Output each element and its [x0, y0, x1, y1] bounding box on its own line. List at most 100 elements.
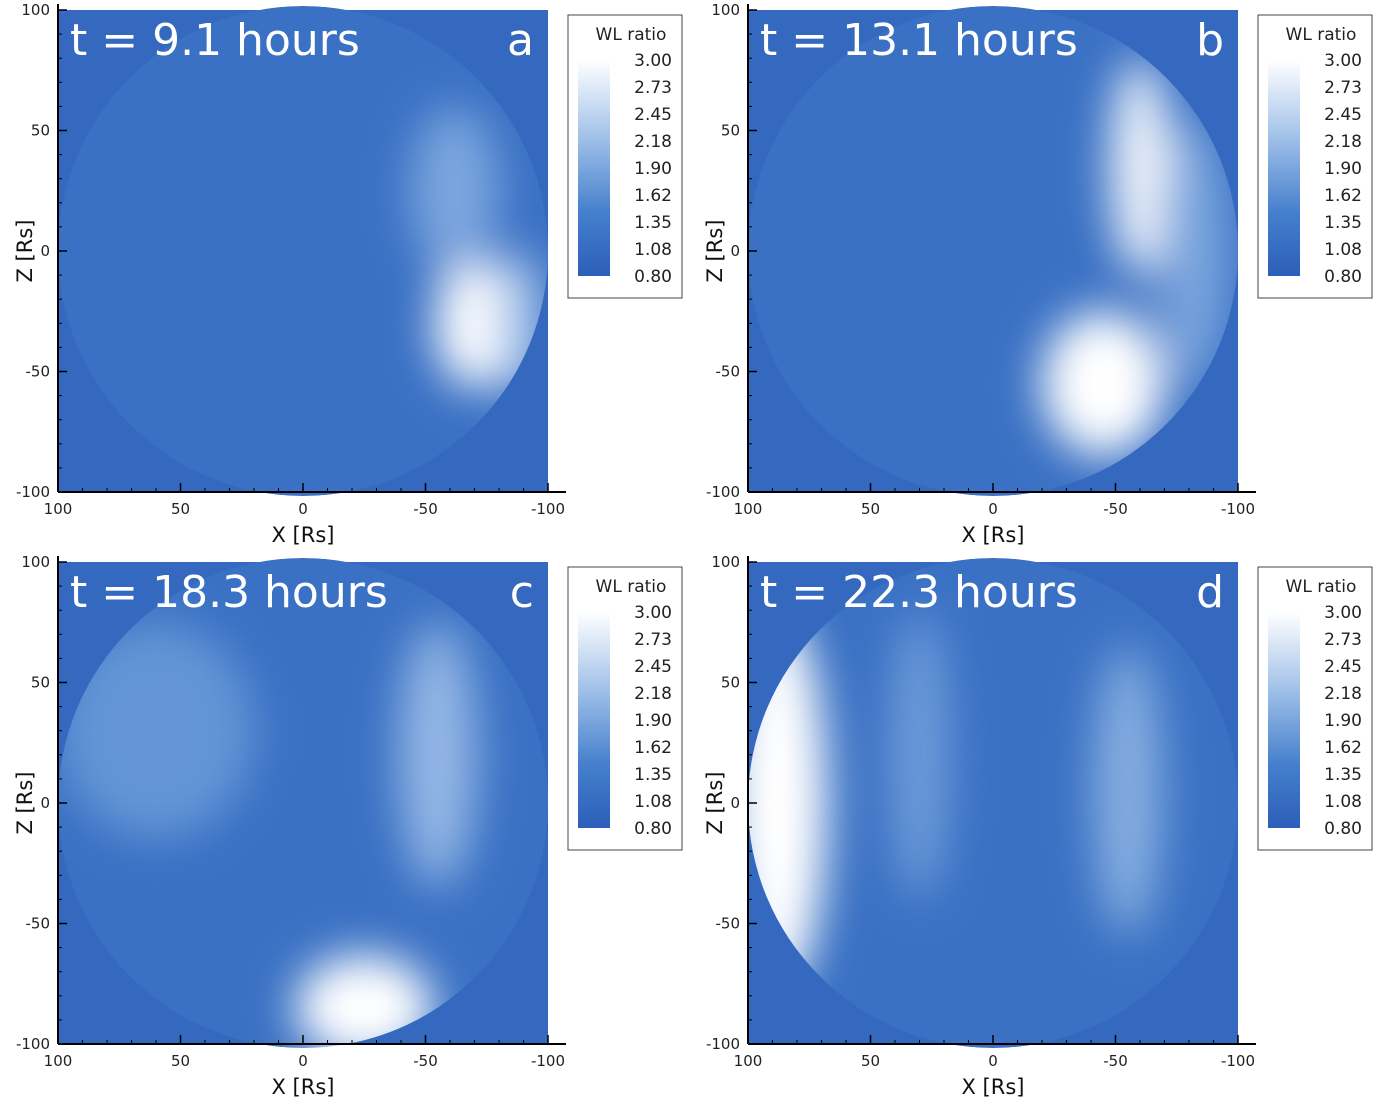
- y-tick-label-a-0: 100: [21, 1, 50, 19]
- y-tick-label-d-4: -100: [706, 1035, 740, 1053]
- panel-letter-b: b: [1196, 15, 1224, 66]
- time-label-d: t = 22.3 hours: [760, 567, 1078, 618]
- colorbar-label-b-5: 1.62: [1324, 186, 1362, 206]
- y-tick-label-c-0: 100: [21, 553, 50, 571]
- y-tick-label-d-1: 50: [721, 674, 740, 692]
- x-tick-label-b-1: 50: [861, 500, 880, 518]
- feature-b-1: [1110, 58, 1170, 276]
- y-tick-label-a-1: 50: [31, 122, 50, 140]
- colorbar-label-c-1: 2.73: [634, 630, 672, 650]
- panel-letter-c: c: [510, 567, 534, 618]
- colorbar-label-d-3: 2.18: [1324, 684, 1362, 704]
- y-tick-label-d-0: 100: [711, 553, 740, 571]
- colorbar-label-b-8: 0.80: [1324, 267, 1362, 287]
- colorbar-label-b-1: 2.73: [1324, 78, 1362, 98]
- x-tick-label-a-3: -50: [413, 500, 438, 518]
- colorbar-label-c-6: 1.35: [634, 765, 672, 785]
- colorbar-label-a-2: 2.45: [634, 105, 672, 125]
- x-axis-title-b: X [Rs]: [962, 523, 1025, 547]
- panel-b: 100 50 0 -50 -100 100 50 0 -50 -100 X [Rs] Z [Rs] t …: [690, 0, 1380, 552]
- feature-a-1: [410, 106, 499, 276]
- x-tick-label-b-3: -50: [1103, 500, 1128, 518]
- colorbar-label-d-0: 3.00: [1324, 603, 1362, 623]
- y-tick-label-b-4: -100: [706, 483, 740, 501]
- panel-a: 100 50 0 -50 -100 100 50 0 -50 -100 X [Rs] Z [Rs] t …: [0, 0, 690, 552]
- y-tick-label-c-4: -100: [16, 1035, 50, 1053]
- colorbar-label-a-4: 1.90: [634, 159, 672, 179]
- feature-a-0: [435, 258, 514, 389]
- colorbar-label-a-8: 0.80: [634, 267, 672, 287]
- colorbar-title-b: WL ratio: [1286, 25, 1357, 45]
- x-axis-title-c: X [Rs]: [272, 1075, 335, 1099]
- y-tick-label-a-4: -100: [16, 483, 50, 501]
- y-tick-label-d-3: -50: [716, 915, 741, 933]
- y-tick-label-b-1: 50: [721, 122, 740, 140]
- colorbar-label-d-4: 1.90: [1324, 711, 1362, 731]
- colorbar-label-d-5: 1.62: [1324, 738, 1362, 758]
- x-tick-label-c-2: 0: [298, 1052, 308, 1070]
- colorbar-label-d-1: 2.73: [1324, 630, 1362, 650]
- x-tick-label-d-2: 0: [988, 1052, 998, 1070]
- colorbar-label-b-2: 2.45: [1324, 105, 1362, 125]
- time-label-b: t = 13.1 hours: [760, 15, 1078, 66]
- time-label-c: t = 18.3 hours: [70, 567, 388, 618]
- y-axis-title-d: Z [Rs]: [703, 772, 727, 835]
- colorbar-b: [1268, 60, 1300, 276]
- panel-letter-d: d: [1196, 567, 1224, 618]
- colorbar-label-c-7: 1.08: [634, 792, 672, 812]
- feature-d-1: [1093, 646, 1163, 936]
- x-tick-label-c-3: -50: [413, 1052, 438, 1070]
- colorbar-label-a-5: 1.62: [634, 186, 672, 206]
- y-tick-label-b-0: 100: [711, 1, 740, 19]
- feature-c-1: [398, 622, 477, 888]
- y-tick-label-a-2: 0: [40, 242, 50, 260]
- colorbar-label-c-4: 1.90: [634, 711, 672, 731]
- colorbar-label-d-8: 0.80: [1324, 819, 1362, 839]
- colorbar-label-c-3: 2.18: [634, 684, 672, 704]
- y-tick-label-c-1: 50: [31, 674, 50, 692]
- colorbar-label-c-0: 3.00: [634, 603, 672, 623]
- colorbar-title-a: WL ratio: [596, 25, 667, 45]
- x-tick-label-c-1: 50: [171, 1052, 190, 1070]
- colorbar-label-a-6: 1.35: [634, 213, 672, 233]
- x-tick-label-a-0: 100: [44, 500, 73, 518]
- colorbar-title-d: WL ratio: [1286, 577, 1357, 597]
- feature-c-2: [58, 622, 254, 840]
- x-tick-label-a-1: 50: [171, 500, 190, 518]
- y-tick-label-d-2: 0: [730, 794, 740, 812]
- colorbar-label-d-6: 1.35: [1324, 765, 1362, 785]
- x-axis-title-d: X [Rs]: [962, 1075, 1025, 1099]
- colorbar-a: [578, 60, 610, 276]
- colorbar-label-a-1: 2.73: [634, 78, 672, 98]
- y-tick-label-b-2: 0: [730, 242, 740, 260]
- colorbar-label-b-6: 1.35: [1324, 213, 1362, 233]
- x-tick-label-d-0: 100: [734, 1052, 763, 1070]
- x-tick-label-b-2: 0: [988, 500, 998, 518]
- x-axis-title-a: X [Rs]: [272, 523, 335, 547]
- panel-c: 100 50 0 -50 -100 100 50 0 -50 -100 X [Rs] Z [Rs] t …: [0, 552, 690, 1104]
- time-label-a: t = 9.1 hours: [70, 15, 360, 66]
- colorbar-label-b-4: 1.90: [1324, 159, 1362, 179]
- x-tick-label-a-4: -100: [531, 500, 565, 518]
- feature-b-2: [1159, 118, 1229, 384]
- colorbar-label-a-0: 3.00: [634, 51, 672, 71]
- colorbar-label-d-7: 1.08: [1324, 792, 1362, 812]
- x-tick-label-c-0: 100: [44, 1052, 73, 1070]
- colorbar-label-a-3: 2.18: [634, 132, 672, 152]
- x-tick-label-b-0: 100: [734, 500, 763, 518]
- y-axis-title-c: Z [Rs]: [13, 772, 37, 835]
- y-axis-title-b: Z [Rs]: [703, 220, 727, 283]
- y-tick-label-a-3: -50: [26, 363, 51, 381]
- colorbar-label-c-8: 0.80: [634, 819, 672, 839]
- x-tick-label-d-3: -50: [1103, 1052, 1128, 1070]
- y-tick-label-c-2: 0: [40, 794, 50, 812]
- colorbar-label-b-0: 3.00: [1324, 51, 1362, 71]
- panel-d: 100 50 0 -50 -100 100 50 0 -50 -100 X [Rs] Z [Rs] t …: [690, 552, 1380, 1104]
- y-tick-label-b-3: -50: [716, 363, 741, 381]
- y-tick-label-c-3: -50: [26, 915, 51, 933]
- colorbar-label-a-7: 1.08: [634, 240, 672, 260]
- colorbar-title-c: WL ratio: [596, 577, 667, 597]
